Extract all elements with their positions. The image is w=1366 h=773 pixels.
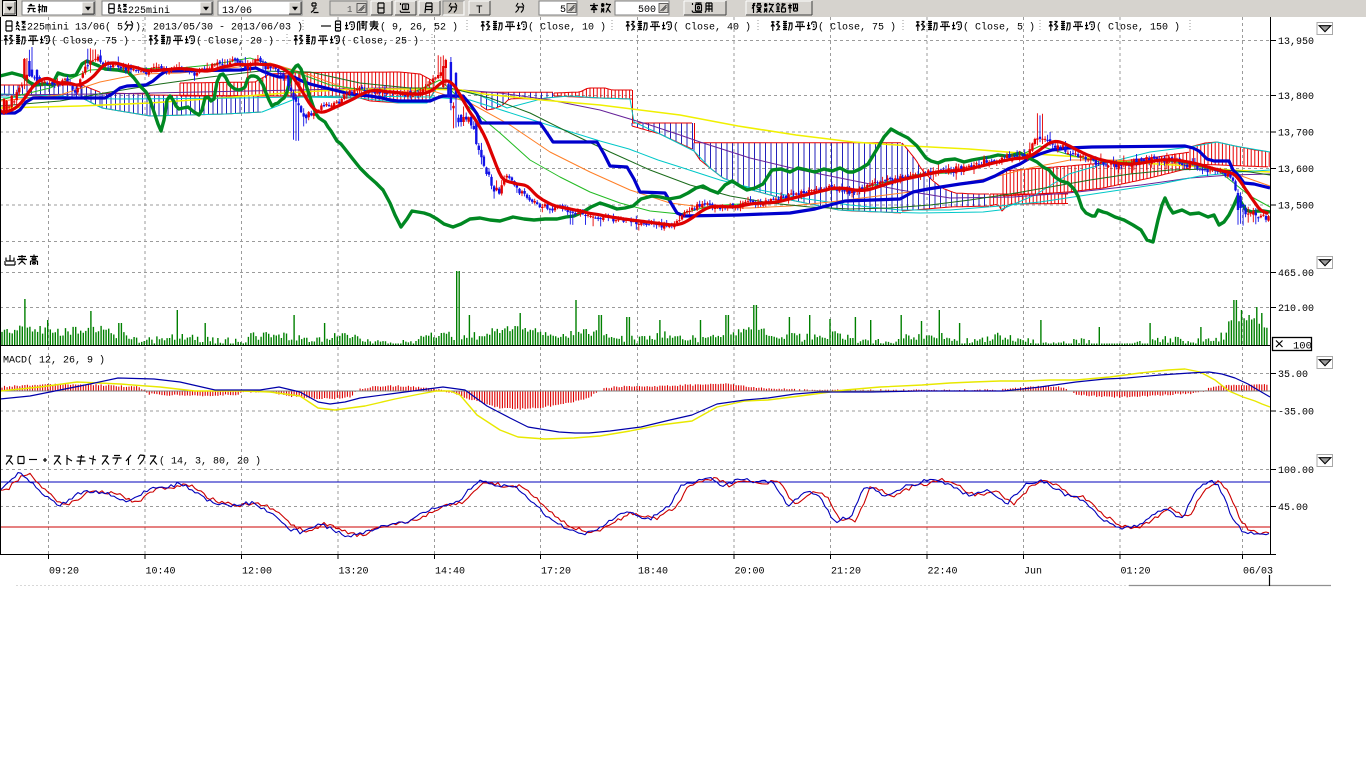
svg-text:( 14, 3, 80, 20 ): ( 14, 3, 80, 20 ): [159, 456, 261, 468]
svg-text:45.00: 45.00: [1278, 503, 1308, 514]
svg-text:13,800: 13,800: [1278, 92, 1314, 103]
svg-text:Jun: Jun: [1024, 567, 1042, 578]
svg-text:22:40: 22:40: [928, 567, 958, 578]
svg-text:100.00: 100.00: [1278, 466, 1314, 477]
svg-text:( Close, 75 ): ( Close, 75 ): [51, 36, 129, 48]
svg-text:T: T: [476, 5, 483, 17]
svg-text:), 2013/05/30 - 2013/06/03 ): ), 2013/05/30 - 2013/06/03 ): [135, 22, 303, 34]
svg-text:( Close, 150 ): ( Close, 150 ): [1096, 22, 1180, 34]
svg-text:10:40: 10:40: [146, 567, 176, 578]
svg-text:1: 1: [347, 5, 352, 15]
svg-text:14:40: 14:40: [435, 567, 465, 578]
svg-text:09:20: 09:20: [49, 567, 79, 578]
svg-text:13/06: 13/06: [222, 5, 252, 17]
svg-text:5: 5: [560, 5, 566, 16]
svg-text:20:00: 20:00: [735, 567, 765, 578]
svg-text:13,500: 13,500: [1278, 202, 1314, 213]
svg-text:17:20: 17:20: [541, 567, 571, 578]
svg-text:13,950: 13,950: [1278, 37, 1314, 48]
svg-text:( Close, 25 ): ( Close, 25 ): [341, 36, 419, 48]
svg-text:500: 500: [638, 5, 656, 16]
svg-text:( 9, 26, 52 ): ( 9, 26, 52 ): [380, 22, 458, 34]
svg-text:35.00: 35.00: [1278, 370, 1308, 381]
svg-text:06/03: 06/03: [1243, 566, 1273, 578]
svg-text:( Close, 75 ): ( Close, 75 ): [818, 22, 896, 34]
svg-text:-35.00: -35.00: [1278, 408, 1314, 419]
svg-text:01:20: 01:20: [1121, 567, 1151, 578]
svg-text:MACD( 12, 26, 9 ): MACD( 12, 26, 9 ): [3, 355, 105, 367]
svg-text:225mini: 225mini: [128, 5, 170, 17]
svg-text:210.00: 210.00: [1278, 304, 1314, 315]
svg-text:465.00: 465.00: [1278, 269, 1314, 280]
svg-text:13,700: 13,700: [1278, 129, 1314, 140]
svg-text:225mini 13/06( 5: 225mini 13/06( 5: [27, 22, 123, 34]
svg-text:100: 100: [1293, 341, 1312, 353]
svg-text:( Close, 5 ): ( Close, 5 ): [963, 22, 1035, 34]
svg-text:( Close, 40 ): ( Close, 40 ): [673, 22, 751, 34]
svg-text:( Close, 10 ): ( Close, 10 ): [528, 22, 606, 34]
svg-text:12:00: 12:00: [242, 567, 272, 578]
svg-text:13:20: 13:20: [339, 567, 369, 578]
svg-text:( Close, 20 ): ( Close, 20 ): [196, 36, 274, 48]
svg-text:18:40: 18:40: [638, 567, 668, 578]
svg-text:21:20: 21:20: [831, 567, 861, 578]
svg-text:13,600: 13,600: [1278, 165, 1314, 176]
